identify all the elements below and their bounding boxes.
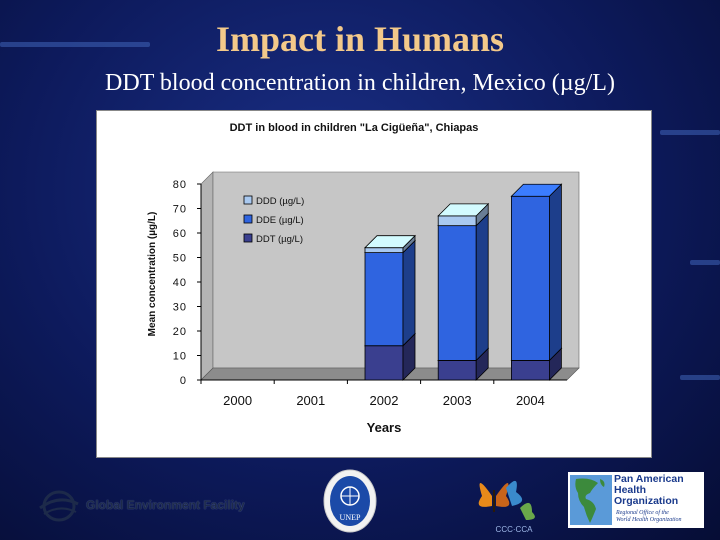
decor-stripe — [690, 260, 720, 265]
chart-title: DDT in blood in children "La Cigüeña", C… — [230, 122, 479, 134]
ccc-label: CCC·CCA — [496, 525, 534, 534]
bar-segment — [364, 345, 404, 381]
bar-segment-side — [548, 183, 562, 362]
decor-stripe — [680, 375, 720, 380]
legend-label: DDT (µg/L) — [256, 234, 303, 245]
decor-stripe — [0, 42, 150, 47]
bar-segment — [364, 252, 404, 347]
bar-segment — [510, 359, 550, 381]
y-tick-label: 0 — [180, 375, 187, 387]
plot-side-wall — [200, 171, 214, 381]
bar-segment-top — [364, 235, 416, 249]
bar-segment — [510, 195, 550, 361]
chart-panel: DDT in blood in children "La Cigüeña", C… — [96, 110, 652, 458]
legend-swatch — [243, 214, 253, 224]
y-tick-label: 10 — [173, 351, 187, 363]
x-tick-label: 2002 — [370, 393, 399, 408]
y-tick-label: 30 — [173, 302, 187, 314]
legend-label: DDD (µg/L) — [256, 196, 304, 207]
bar-segment-top — [437, 203, 490, 217]
slide-subtitle: DDT blood concentration in children, Mex… — [105, 70, 615, 96]
butterfly-logo-icon: CCC·CCA — [478, 480, 535, 534]
y-tick-label: 50 — [173, 253, 187, 265]
paho-subtitle: Regional Office of the World Health Orga… — [616, 510, 682, 524]
bar-segment — [437, 225, 477, 361]
x-tick-label: 2001 — [296, 393, 325, 408]
gef-label: Global Environment Facility — [86, 498, 245, 512]
legend-swatch — [243, 233, 253, 243]
unep-seal-icon: UNEP — [323, 469, 377, 533]
y-tick-label: 80 — [173, 179, 187, 191]
bar-segment — [437, 215, 477, 227]
y-axis-label: Mean concentration (µg/L) — [147, 212, 158, 337]
bar-segment-top — [510, 183, 563, 197]
chart: DDT in blood in children "La Cigüeña", C… — [147, 122, 580, 435]
y-tick-label: 60 — [173, 228, 187, 240]
bar-segment-side — [475, 212, 489, 362]
bar-segment — [364, 247, 404, 253]
x-tick-label: 2000 — [223, 393, 252, 408]
y-tick-label: 40 — [173, 277, 187, 289]
footer-logos: Global Environment Facility UNEP CCC·CCA… — [0, 462, 720, 540]
legend-label: DDE (µg/L) — [256, 215, 304, 226]
paho-logo: Pan American Health Organization Regiona… — [568, 472, 704, 528]
y-tick-label: 70 — [173, 204, 187, 216]
paho-name: Pan American Health Organization — [614, 473, 684, 507]
x-tick-label: 2004 — [516, 393, 545, 408]
gef-globe-icon — [39, 490, 79, 522]
slide-title: Impact in Humans — [215, 19, 505, 59]
x-tick-label: 2003 — [443, 393, 472, 408]
paho-subtitle-line-1: Regional Office of the — [616, 510, 669, 516]
paho-subtitle-line-2: World Health Organization — [616, 517, 682, 523]
y-tick-label: 20 — [173, 326, 187, 338]
decor-stripe — [660, 130, 720, 135]
americas-map-icon — [570, 475, 612, 525]
bar-segment-side — [402, 239, 416, 347]
x-axis-label: Years — [367, 420, 402, 435]
bar-segment — [437, 359, 477, 381]
legend-swatch — [243, 195, 253, 205]
unep-label: UNEP — [340, 513, 361, 522]
